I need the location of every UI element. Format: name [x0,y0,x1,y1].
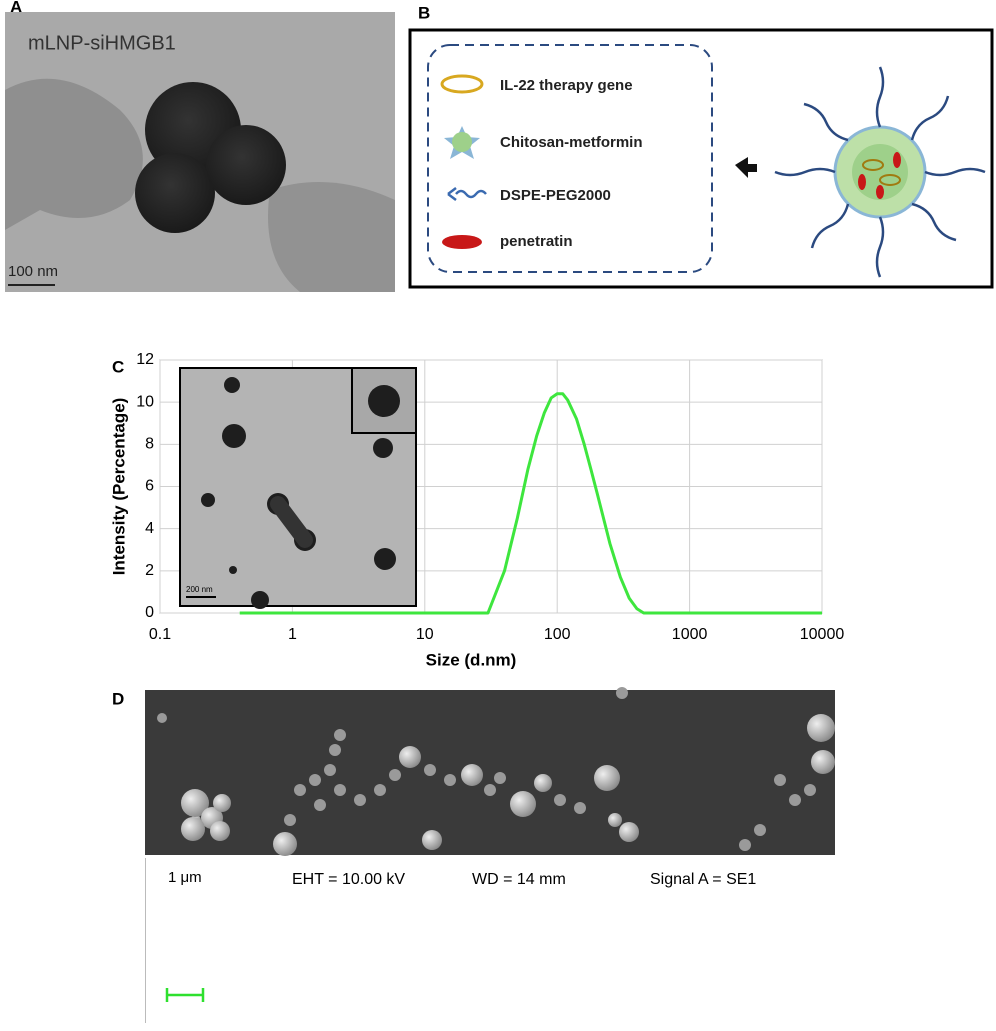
y-tick-label: 10 [136,393,154,410]
sem-info: WD = 14 mm [472,871,566,888]
particle [368,385,400,417]
inset-scale-label: 200 nm [186,585,213,594]
particle [222,424,246,448]
plot: 0 2 4 6 8 10 12 0.1 1 10 100 1000 10000 Size (d.nm) In… [109,351,844,669]
panel-label: B [418,3,430,22]
scale-label: 1 μm [168,869,202,886]
legend-label: Chitosan-metformin [500,134,643,151]
sem-info: EHT = 10.00 kV [292,871,405,888]
y-tick-label: 8 [145,436,154,453]
particle-link [270,496,313,548]
x-tick-label: 1000 [672,626,708,643]
x-tick-label: 10000 [800,626,845,643]
legend-label: penetratin [500,233,573,250]
tem-image [5,12,395,292]
sem-image [145,687,835,1023]
y-tick-label: 0 [145,604,154,621]
legend-label: IL-22 therapy gene [500,77,633,94]
schematic [408,28,994,289]
x-axis-label: Size (d.nm) [426,650,517,669]
particle [201,493,215,507]
y-tick-label: 6 [145,478,154,495]
inset-image: 200 nm [179,367,417,609]
panel-label: C [112,357,124,376]
particle [224,377,240,393]
scale-label: 100 nm [8,263,58,280]
image-caption: mLNP-siHMGB1 [28,32,176,54]
legend-label: DSPE-PEG2000 [500,187,611,204]
x-tick-label: 10 [416,626,434,643]
x-tick-label: 0.1 [149,626,171,643]
y-tick-label: 4 [145,520,154,537]
panel-label: D [112,689,124,708]
particle [251,591,269,609]
y-tick-label: 12 [136,351,154,368]
y-axis-label: Intensity (Percentage) [109,398,128,576]
particle [374,548,396,570]
x-tick-label: 1 [288,626,297,643]
data-line [239,392,822,615]
particle [373,438,393,458]
particle [229,566,237,574]
y-tick-label: 2 [145,562,154,579]
sem-info: Signal A = SE1 [650,871,756,888]
x-tick-label: 100 [544,626,571,643]
